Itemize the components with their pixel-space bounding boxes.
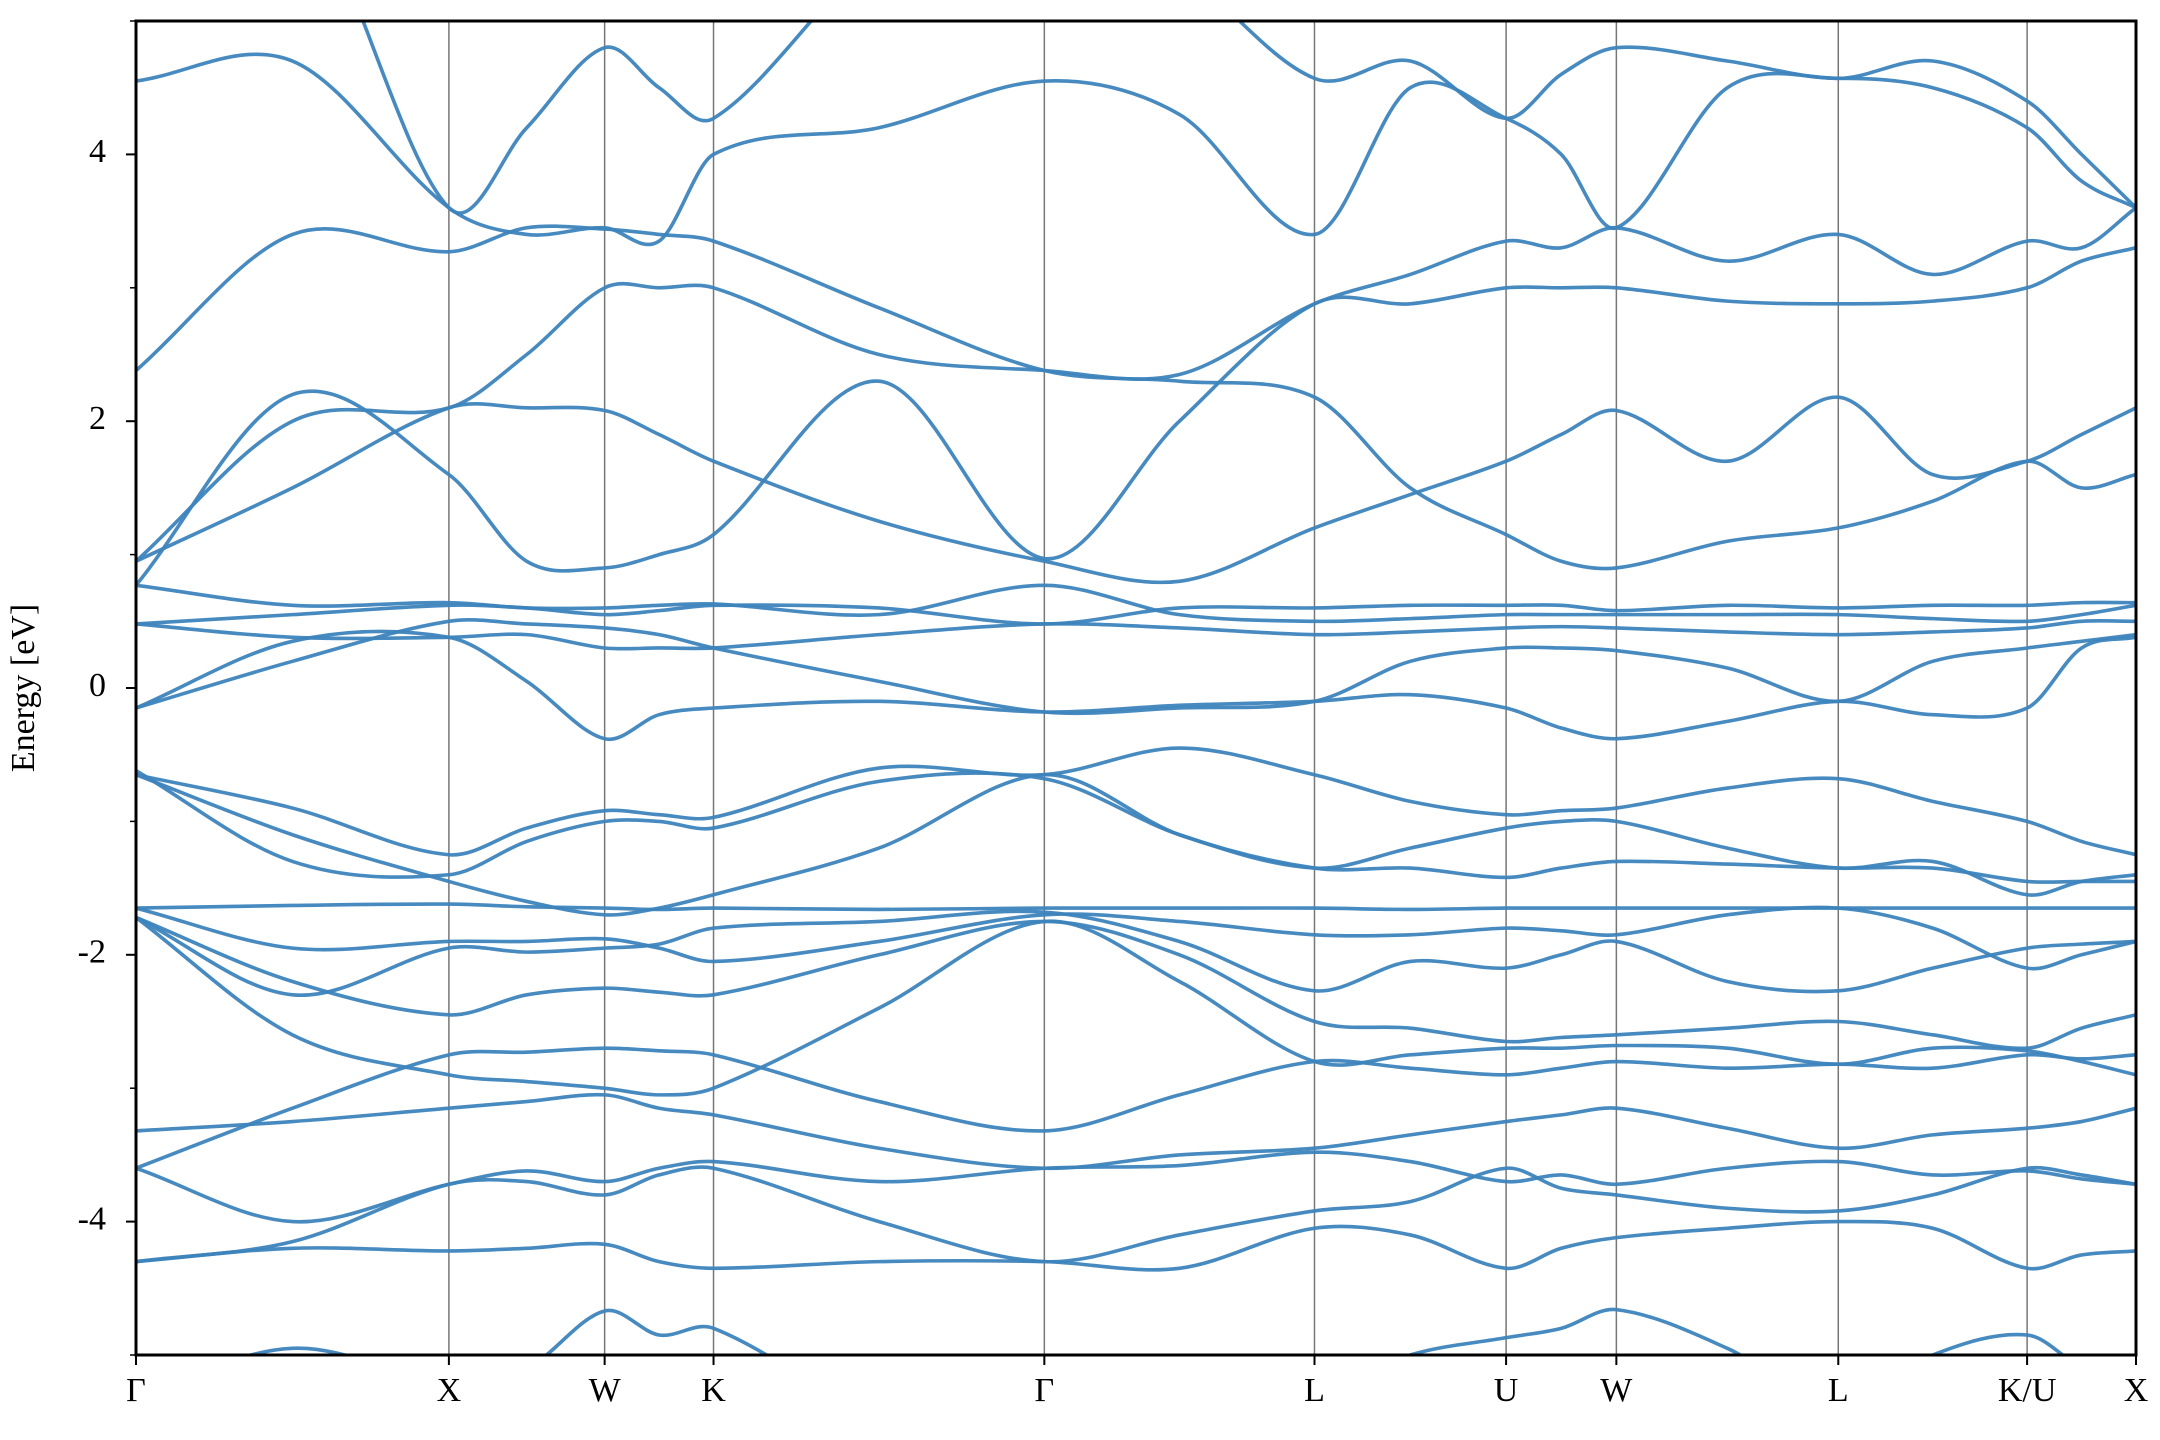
x-tick-label: L — [1304, 1372, 1325, 1409]
x-tick-label: K/U — [1998, 1372, 2057, 1409]
band — [136, 902, 2136, 912]
x-tick-label: W — [589, 1372, 622, 1409]
band — [136, 618, 2136, 716]
band — [136, 52, 2136, 247]
x-tick-label: X — [437, 1372, 462, 1409]
band — [136, 1046, 2136, 1170]
y-axis-label: Energy [eV] — [5, 604, 42, 772]
band — [136, 629, 2136, 742]
x-tick-label: L — [1828, 1372, 1849, 1409]
x-tick-label: X — [2124, 1372, 2149, 1409]
band — [136, 746, 2136, 857]
grid-layer — [135, 21, 2137, 1355]
x-tick-label: Γ — [1035, 1372, 1055, 1409]
x-tick-label: U — [1494, 1372, 1519, 1409]
band — [136, 915, 2136, 1051]
y-tick-label: -4 — [78, 1200, 106, 1237]
y-tick-label: -2 — [78, 934, 106, 971]
band — [361, 21, 2136, 215]
x-tick-label: W — [1600, 1372, 1633, 1409]
band — [136, 769, 2136, 897]
plot-frame — [134, 19, 2138, 1357]
band — [136, 246, 2136, 587]
band — [136, 206, 2136, 563]
band — [136, 1219, 2136, 1272]
y-tick-label: 0 — [89, 667, 106, 704]
x-tick-label: K — [701, 1372, 726, 1409]
band — [136, 905, 2136, 971]
band — [136, 619, 2136, 651]
x-tick-label: Γ — [126, 1372, 146, 1409]
band — [136, 583, 2136, 624]
bands-layer — [136, 21, 2136, 1355]
band — [136, 1165, 2136, 1264]
y-tick-label: 2 — [89, 400, 106, 437]
axes-layer: Γ X W K Γ L U W L K/U X -4 -2 0 2 4 — [78, 20, 2149, 1409]
y-tick-label: 4 — [89, 133, 106, 170]
band — [136, 1150, 2136, 1224]
band — [136, 909, 2136, 998]
band — [136, 1092, 2136, 1171]
band — [136, 395, 2136, 585]
band — [136, 916, 2136, 1097]
band — [136, 224, 2136, 571]
band — [136, 772, 2136, 917]
